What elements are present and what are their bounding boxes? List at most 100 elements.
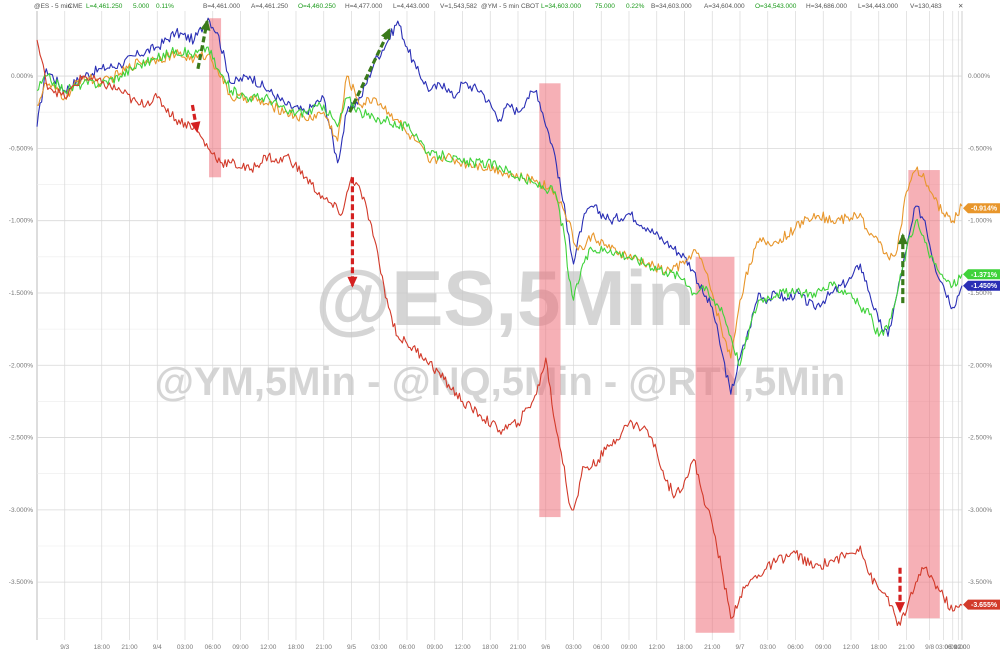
x-tick-label: 9/4 <box>153 644 162 651</box>
highlight-region <box>539 83 561 518</box>
x-tick-label: 06:00 <box>593 644 610 651</box>
y-axis-ticks: 0.000% 0.000% -0.500% -0.500% -1.000% -1.000%… <box>9 73 993 586</box>
x-tick-label: 09:00 <box>815 644 832 651</box>
value-tag-label: -0.914% <box>971 206 998 213</box>
value-tag-es: -0.914% <box>963 203 1000 214</box>
y-tick-right: -2.000% <box>968 362 992 369</box>
y-tick-right: -2.500% <box>968 435 992 442</box>
annotation-arrow-green <box>348 27 391 113</box>
y-tick-right: -3.500% <box>968 579 992 586</box>
series-line-ym <box>36 39 963 627</box>
x-tick-label: 09:00 <box>621 644 638 651</box>
x-tick-label: 21:00 <box>898 644 915 651</box>
header-row: @ES - 5 min CME L=4,461.250 5.000 0.11% … <box>34 0 942 12</box>
ym-last: L=34,603.000 <box>541 3 581 10</box>
annotation-arrows <box>190 19 908 614</box>
arrow-head <box>895 602 906 614</box>
x-tick-label: 12:00 <box>649 644 666 651</box>
y-tick-right: -1.000% <box>968 218 992 225</box>
value-tag-label: -1.371% <box>971 272 998 279</box>
annotation-arrow-green <box>196 19 211 70</box>
ym-vol: V=130,483 <box>910 3 942 10</box>
x-tick-label: 9/5 <box>347 644 356 651</box>
es-bid: B=4,461.000 <box>203 3 240 10</box>
x-tick-label: 21:00 <box>704 644 721 651</box>
x-tick-label: 21:00 <box>121 644 138 651</box>
y-tick-left: -0.500% <box>9 145 33 152</box>
series-lines <box>36 17 963 627</box>
value-tag-nq: -1.450% <box>963 280 1000 291</box>
value-tag-bg <box>963 203 1000 214</box>
ym-symbol: @YM - 5 min <box>481 3 519 10</box>
annotation-arrow-red <box>190 104 201 133</box>
value-tag-label: -1.450% <box>971 283 998 290</box>
arrow-head <box>347 276 358 288</box>
ym-high: H=34,686.000 <box>806 3 847 10</box>
highlight-regions <box>209 18 940 633</box>
x-tick-label: 06:00 <box>205 644 222 651</box>
x-tick-label: 03:00 <box>760 644 777 651</box>
x-tick-label: 03:00 <box>177 644 194 651</box>
y-tick-left: -1.000% <box>9 218 33 225</box>
x-tick-label: 9/6 <box>541 644 550 651</box>
x-tick-label: 18:00 <box>871 644 888 651</box>
y-tick-left: -3.500% <box>9 579 33 586</box>
y-tick-left: -2.000% <box>9 362 33 369</box>
x-tick-label: 21:00 <box>510 644 527 651</box>
es-change: 5.000 <box>133 3 150 10</box>
es-pct: 0.11% <box>156 3 174 10</box>
watermark-sub: @YM,5Min - @NQ,5Min - @RTY,5Min <box>155 360 845 404</box>
x-tick-label: 12:00 <box>454 644 471 651</box>
x-tick-label: 06:00 <box>399 644 416 651</box>
series-line-es <box>36 49 963 359</box>
es-vol: V=1,543,582 <box>440 3 477 10</box>
y-tick-left: 0.000% <box>11 73 33 80</box>
x-tick-label: 12:00 <box>260 644 277 651</box>
x-tick-label: 9/7 <box>735 644 744 651</box>
ym-pct: 0.22% <box>626 3 645 10</box>
highlight-region <box>908 170 940 619</box>
x-tick-label: 06:00 <box>787 644 804 651</box>
annotation-arrow-green <box>897 233 908 304</box>
x-tick-label: 03:00 <box>371 644 388 651</box>
header-close-icon[interactable]: ✕ <box>958 3 963 10</box>
value-tag-bg <box>963 599 1000 610</box>
value-tag-label: -3.655% <box>971 602 998 609</box>
value-tag-bg <box>963 269 1000 280</box>
x-tick-label: 21:00 <box>316 644 333 651</box>
x-tick-label: 09:00 <box>427 644 444 651</box>
es-high: H=4,477.000 <box>345 3 383 10</box>
x-tick-label: 9/3 <box>60 644 69 651</box>
annotation-arrow-red <box>347 177 358 288</box>
arrow-shaft <box>348 29 391 113</box>
y-tick-right: -3.000% <box>968 507 992 514</box>
es-low: L=4,443.000 <box>393 3 430 10</box>
series-line-nq <box>36 17 963 395</box>
x-tick-label: 09:00 <box>232 644 249 651</box>
x-tick-label: 18:00 <box>94 644 111 651</box>
x-tick-label: 18:00 <box>288 644 305 651</box>
es-ask: A=4,461.250 <box>251 3 288 10</box>
es-symbol: @ES - 5 min <box>34 3 71 10</box>
es-exchange: CME <box>68 3 83 10</box>
ym-open: O=34,543.000 <box>755 3 797 10</box>
x-tick-label: 18:00 <box>482 644 499 651</box>
arrow-head <box>200 19 211 31</box>
highlight-region <box>695 256 735 633</box>
y-tick-right: -1.500% <box>968 290 992 297</box>
x-tick-label: 03:00 <box>565 644 582 651</box>
ym-bid: B=34,603.000 <box>651 3 692 10</box>
annotation-arrow-red <box>895 567 906 614</box>
chart-header: @ES - 5 min CME L=4,461.250 5.000 0.11% … <box>0 0 1000 12</box>
y-tick-right: 0.000% <box>968 73 990 80</box>
x-tick-label: 12:00 <box>843 644 860 651</box>
right-value-tags: -0.914% -1.371% -1.450% -3.655% <box>963 203 1000 610</box>
value-tag-bg <box>963 280 1000 291</box>
es-open: O=4,460.250 <box>298 3 336 10</box>
x-tick-label: 03:00 <box>935 644 952 651</box>
x-tick-label: 9/8 <box>925 644 934 651</box>
arrow-head <box>897 233 908 245</box>
header-bar <box>0 0 1000 11</box>
